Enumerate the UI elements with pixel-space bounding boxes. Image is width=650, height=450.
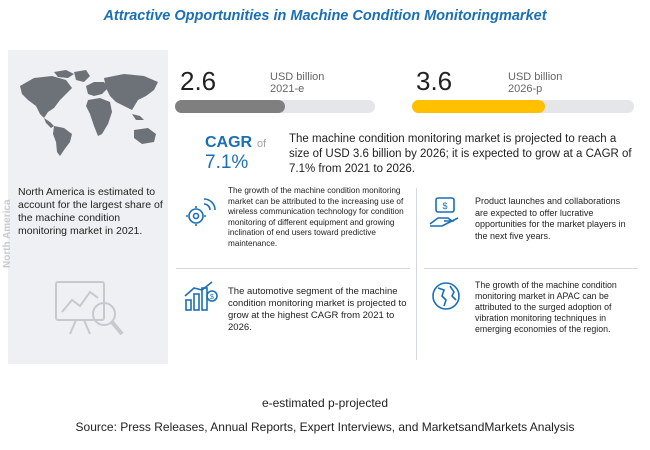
bar-2026-fill xyxy=(412,100,546,113)
year-2021: 2021-e xyxy=(270,83,305,95)
unit-2026: USD billion xyxy=(508,71,563,83)
growth-chart-icon: $ xyxy=(184,281,218,311)
bar-2026 xyxy=(412,100,634,113)
cagr-description: The machine condition monitoring market … xyxy=(289,133,632,175)
north-america-text: North America is estimated to account fo… xyxy=(18,186,163,237)
svg-text:$: $ xyxy=(442,201,447,211)
value-2021: 2.6 xyxy=(180,66,217,96)
box-automotive-text: The automotive segment of the machine co… xyxy=(228,286,407,333)
divider-left xyxy=(176,268,410,269)
bar-2021 xyxy=(175,100,375,113)
box-apac-text: The growth of the machine condition moni… xyxy=(475,280,617,334)
footnote: e-estimated p-projected xyxy=(261,396,389,410)
globe-icon xyxy=(432,282,460,310)
wireless-gear-icon xyxy=(186,198,216,226)
cagr-label: CAGR xyxy=(205,134,253,151)
box-wireless-text: The growth of the machine condition moni… xyxy=(228,186,404,248)
source-note: Source: Press Releases, Annual Reports, … xyxy=(75,420,575,434)
page-title: Attractive Opportunities in Machine Cond… xyxy=(103,8,547,24)
cagr-of: of xyxy=(257,138,267,150)
money-hand-icon: $ xyxy=(429,197,459,227)
svg-text:$: $ xyxy=(210,294,214,301)
value-2026: 3.6 xyxy=(416,66,453,96)
unit-2021: USD billion xyxy=(270,71,325,83)
bar-2021-fill xyxy=(175,100,285,113)
divider-vertical xyxy=(416,188,417,360)
monitoring-magnifier-icon xyxy=(55,281,124,336)
north-america-panel: North America is estimated to account fo… xyxy=(8,50,168,364)
year-2026: 2026-p xyxy=(508,83,543,95)
divider-right xyxy=(424,268,638,269)
world-map-icon xyxy=(20,70,158,156)
region-vertical-label: North America xyxy=(2,199,13,268)
cagr-value: 7.1% xyxy=(205,152,249,173)
box-launches-text: Product launches and collaborations are … xyxy=(475,196,626,241)
